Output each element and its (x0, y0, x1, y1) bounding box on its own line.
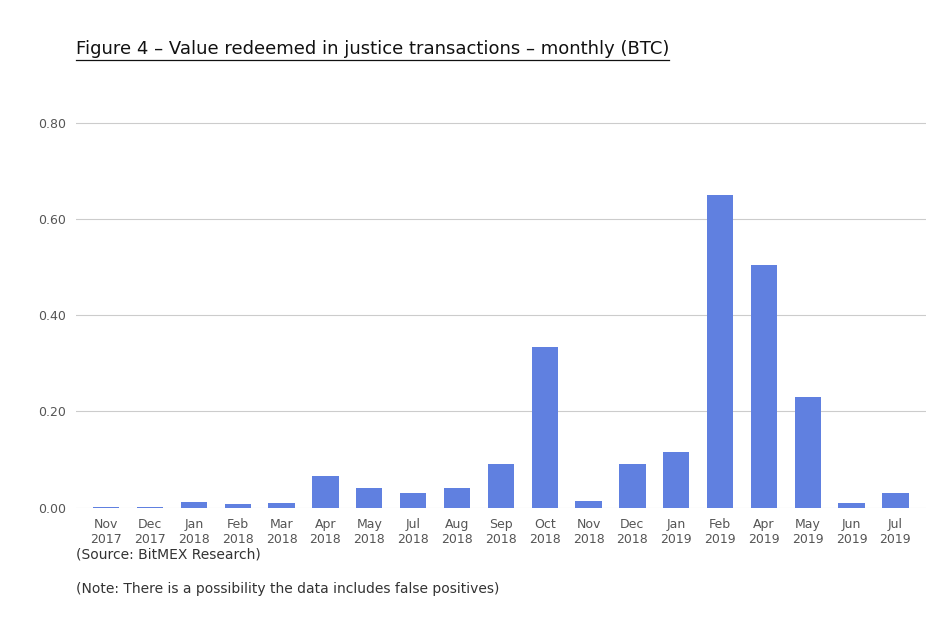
Bar (225, 504, 251, 508)
Bar (837, 503, 864, 508)
Bar (268, 503, 295, 508)
Bar (882, 493, 907, 508)
Bar (663, 452, 688, 508)
Bar (487, 464, 514, 508)
Bar (312, 477, 338, 508)
Bar (750, 265, 776, 508)
Bar (531, 347, 557, 508)
Text: (Note: There is a possibility the data includes false positives): (Note: There is a possibility the data i… (76, 582, 498, 596)
Bar (137, 506, 163, 508)
Bar (706, 195, 733, 508)
Bar (444, 488, 470, 508)
Bar (399, 493, 426, 508)
Bar (618, 464, 645, 508)
Bar (93, 506, 119, 508)
Bar (794, 397, 820, 508)
Text: (Source: BitMEX Research): (Source: BitMEX Research) (76, 548, 261, 562)
Bar (180, 502, 207, 508)
Bar (575, 501, 601, 508)
Bar (356, 488, 382, 508)
Text: Figure 4 – Value redeemed in justice transactions – monthly (BTC): Figure 4 – Value redeemed in justice tra… (76, 40, 668, 58)
